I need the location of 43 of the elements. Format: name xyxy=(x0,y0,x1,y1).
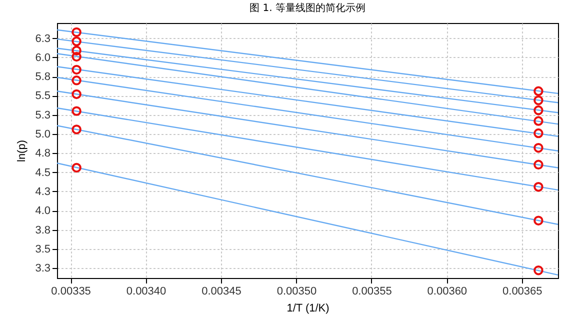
point xyxy=(72,76,82,86)
point xyxy=(534,116,544,126)
point xyxy=(534,182,544,192)
x-axis-title: 1/T (1/K) xyxy=(286,302,330,314)
point xyxy=(72,89,82,100)
y-tick-label: 3.8 xyxy=(35,224,50,236)
point xyxy=(72,52,82,62)
point xyxy=(534,95,544,106)
point xyxy=(72,106,82,116)
x-tick-label: 0.00345 xyxy=(202,286,242,298)
x-tick-label: 0.00360 xyxy=(427,286,468,298)
x-tick-label: 0.00355 xyxy=(352,286,392,298)
point xyxy=(72,36,82,46)
x-tick-label: 0.00350 xyxy=(276,286,317,298)
y-tick-label: 5.5 xyxy=(35,90,50,102)
chart-title: 图 1. 等量线图的简化示例 xyxy=(250,2,366,14)
point xyxy=(534,160,544,170)
y-tick-label: 4.3 xyxy=(35,186,50,198)
x-tick-label: 0.00365 xyxy=(502,286,542,298)
x-tick-label: 0.00340 xyxy=(126,286,166,298)
y-tick-label: 6.3 xyxy=(35,32,50,45)
point xyxy=(534,265,544,276)
y-tick-label: 4.0 xyxy=(35,205,50,218)
point xyxy=(72,46,82,56)
point xyxy=(72,64,82,75)
point xyxy=(534,86,544,96)
y-tick-label: 4.5 xyxy=(35,166,50,179)
y-tick-label: 4.8 xyxy=(35,148,50,160)
y-tick-label: 3.5 xyxy=(35,243,50,256)
point xyxy=(534,142,544,153)
y-tick-label: 5.0 xyxy=(35,128,50,141)
point xyxy=(72,27,82,38)
point xyxy=(72,124,82,134)
y-tick-label: 6.0 xyxy=(35,52,50,64)
point xyxy=(534,216,544,226)
y-axis-title: ln(p) xyxy=(16,140,28,162)
point xyxy=(534,105,544,116)
y-tick-label: 5.8 xyxy=(35,71,50,84)
x-tick-label: 0.00335 xyxy=(51,286,91,298)
point xyxy=(534,128,544,138)
y-tick-label: 5.3 xyxy=(35,109,50,122)
y-tick-label: 3.3 xyxy=(35,262,50,275)
point xyxy=(72,162,82,173)
